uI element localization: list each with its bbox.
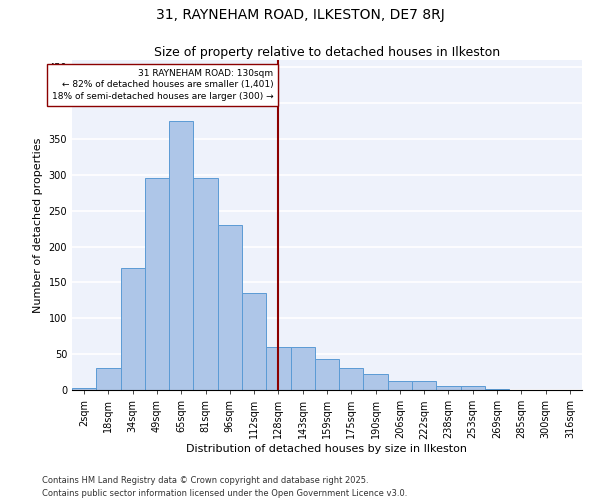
Bar — [412, 382, 436, 390]
Title: Size of property relative to detached houses in Ilkeston: Size of property relative to detached ho… — [154, 46, 500, 59]
Bar — [364, 374, 388, 390]
Bar — [266, 347, 290, 390]
Bar — [315, 359, 339, 390]
Bar — [339, 368, 364, 390]
X-axis label: Distribution of detached houses by size in Ilkeston: Distribution of detached houses by size … — [187, 444, 467, 454]
Bar — [72, 388, 96, 390]
Bar — [485, 388, 509, 390]
Y-axis label: Number of detached properties: Number of detached properties — [33, 138, 43, 312]
Bar — [436, 386, 461, 390]
Bar — [242, 293, 266, 390]
Bar — [145, 178, 169, 390]
Bar — [218, 225, 242, 390]
Text: 31 RAYNEHAM ROAD: 130sqm
← 82% of detached houses are smaller (1,401)
18% of sem: 31 RAYNEHAM ROAD: 130sqm ← 82% of detach… — [52, 68, 274, 101]
Bar — [169, 121, 193, 390]
Bar — [461, 386, 485, 390]
Bar — [193, 178, 218, 390]
Bar — [290, 347, 315, 390]
Bar — [388, 382, 412, 390]
Text: 31, RAYNEHAM ROAD, ILKESTON, DE7 8RJ: 31, RAYNEHAM ROAD, ILKESTON, DE7 8RJ — [155, 8, 445, 22]
Bar — [121, 268, 145, 390]
Bar — [96, 368, 121, 390]
Text: Contains HM Land Registry data © Crown copyright and database right 2025.
Contai: Contains HM Land Registry data © Crown c… — [42, 476, 407, 498]
